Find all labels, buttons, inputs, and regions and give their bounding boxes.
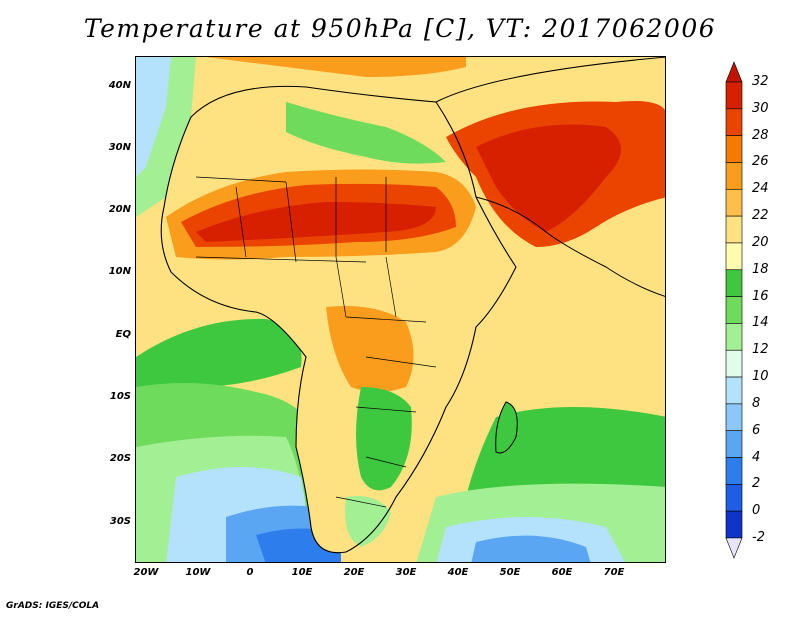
colorbar-segment xyxy=(725,403,743,432)
colorbar-tick-label: 26 xyxy=(752,154,769,170)
colorbar-high-arrow xyxy=(725,61,743,83)
colorbar-tick-label: 28 xyxy=(752,127,769,143)
colorbar-tick-label: -2 xyxy=(752,530,765,545)
colorbar-segment xyxy=(725,188,743,217)
indian-ocean-colder xyxy=(471,535,591,562)
colorbar-segment xyxy=(725,108,743,136)
colorbar-tick-label: 30 xyxy=(752,100,769,116)
europe-warm xyxy=(206,57,466,77)
colorbar-segment xyxy=(725,510,743,539)
colorbar-tick-label: 2 xyxy=(752,476,761,492)
lon-label-30e: 30E xyxy=(395,567,417,578)
colorbar-segment xyxy=(725,162,743,190)
colorbar-segment xyxy=(725,242,743,271)
colorbar-tick-label: 10 xyxy=(752,369,769,385)
lat-label-20s: 20S xyxy=(109,453,131,464)
sahara-hottest xyxy=(196,202,436,242)
colorbar-segment xyxy=(725,484,743,512)
colorbar-tick-label: 32 xyxy=(752,74,769,89)
map-title: Temperature at 950hPa [C], VT: 201706200… xyxy=(83,14,717,43)
colorbar-segments xyxy=(725,61,743,559)
lon-label-40e: 40E xyxy=(447,567,469,578)
central-africa-hot xyxy=(326,306,414,392)
lat-label-20n: 20N xyxy=(108,204,131,215)
atlantic-north-cold xyxy=(136,57,171,177)
colorbar-tick-label: 24 xyxy=(752,181,769,197)
lon-label-70e: 70E xyxy=(603,567,625,578)
madagascar xyxy=(495,402,518,453)
lat-label-30s: 30S xyxy=(109,516,131,527)
colorbar-segment xyxy=(725,457,743,485)
colorbar-segment xyxy=(725,296,743,324)
lat-label-30n: 30N xyxy=(108,142,131,153)
asia-coastline xyxy=(435,57,665,297)
colorbar xyxy=(725,61,743,559)
colorbar-segment xyxy=(725,215,743,244)
map-canvas xyxy=(136,57,665,562)
colorbar-tick-label: 4 xyxy=(752,449,761,465)
colorbar-segment xyxy=(725,323,743,351)
south-africa-cool xyxy=(345,496,391,547)
lon-label-10e: 10E xyxy=(291,567,313,578)
arabia-hottest xyxy=(476,124,621,232)
madagascar-coast xyxy=(495,401,518,454)
lon-label-50e: 50E xyxy=(499,567,521,578)
colorbar-tick-label: 16 xyxy=(752,288,769,304)
lon-label-60e: 60E xyxy=(551,567,573,578)
colorbar-segment xyxy=(725,349,743,378)
colorbar-segment xyxy=(725,135,743,163)
temperature-map[interactable] xyxy=(135,56,666,563)
lon-label-20w: 20W xyxy=(133,567,159,578)
colorbar-low-arrow xyxy=(725,537,743,559)
country-borders xyxy=(195,176,437,508)
lon-label-20e: 20E xyxy=(343,567,365,578)
colorbar-tick-label: 8 xyxy=(752,395,761,411)
colorbar-tick-label: 20 xyxy=(752,234,769,250)
colorbar-tick-label: 12 xyxy=(752,342,769,358)
lon-label-10w: 10W xyxy=(185,567,211,578)
colorbar-segment xyxy=(725,376,743,405)
colorbar-tick-label: 22 xyxy=(752,208,769,224)
southern-africa-green xyxy=(356,387,412,491)
colorbar-segment xyxy=(725,430,743,458)
grads-credit: GrADS: IGES/COLA xyxy=(6,601,100,611)
colorbar-segment xyxy=(725,269,743,297)
colorbar-tick-label: 18 xyxy=(752,261,769,277)
lat-label-40n: 40N xyxy=(108,80,131,91)
lat-label-eq: EQ xyxy=(115,329,131,340)
lon-label-0: 0 xyxy=(246,567,254,578)
africa-coastline xyxy=(160,85,517,554)
colorbar-tick-label: 0 xyxy=(752,503,761,519)
arabian-sea xyxy=(556,232,665,337)
colorbar-tick-label: 14 xyxy=(752,315,769,331)
colorbar-tick-label: 6 xyxy=(752,422,761,438)
lat-label-10s: 10S xyxy=(109,391,131,402)
mediterranean-green xyxy=(286,102,446,164)
colorbar-segment xyxy=(725,81,743,110)
lat-label-10n: 10N xyxy=(108,266,131,277)
